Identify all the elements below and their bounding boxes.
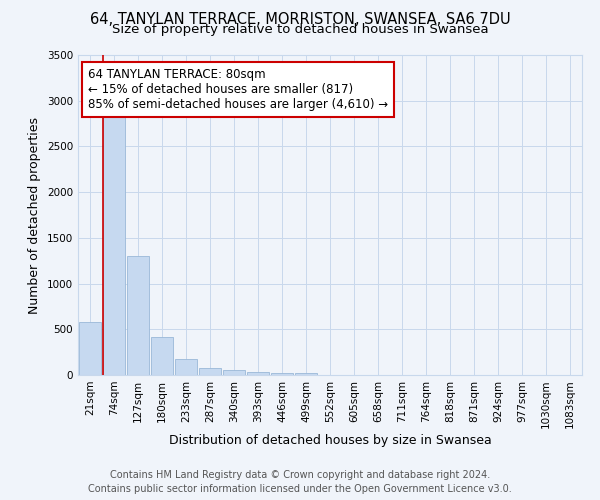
Bar: [151, 337, 173, 375]
Bar: [79, 322, 101, 375]
Text: 64 TANYLAN TERRACE: 80sqm
← 15% of detached houses are smaller (817)
85% of semi: 64 TANYLAN TERRACE: 80sqm ← 15% of detac…: [88, 68, 388, 111]
Bar: [247, 372, 269, 375]
X-axis label: Distribution of detached houses by size in Swansea: Distribution of detached houses by size …: [169, 434, 491, 447]
Text: 64, TANYLAN TERRACE, MORRISTON, SWANSEA, SA6 7DU: 64, TANYLAN TERRACE, MORRISTON, SWANSEA,…: [89, 12, 511, 28]
Text: Size of property relative to detached houses in Swansea: Size of property relative to detached ho…: [112, 22, 488, 36]
Y-axis label: Number of detached properties: Number of detached properties: [28, 116, 41, 314]
Bar: [271, 372, 293, 375]
Bar: [127, 256, 149, 375]
Text: Contains HM Land Registry data © Crown copyright and database right 2024.
Contai: Contains HM Land Registry data © Crown c…: [88, 470, 512, 494]
Bar: [199, 368, 221, 375]
Bar: [223, 370, 245, 375]
Bar: [103, 108, 125, 375]
Bar: [295, 374, 317, 375]
Bar: [175, 359, 197, 375]
